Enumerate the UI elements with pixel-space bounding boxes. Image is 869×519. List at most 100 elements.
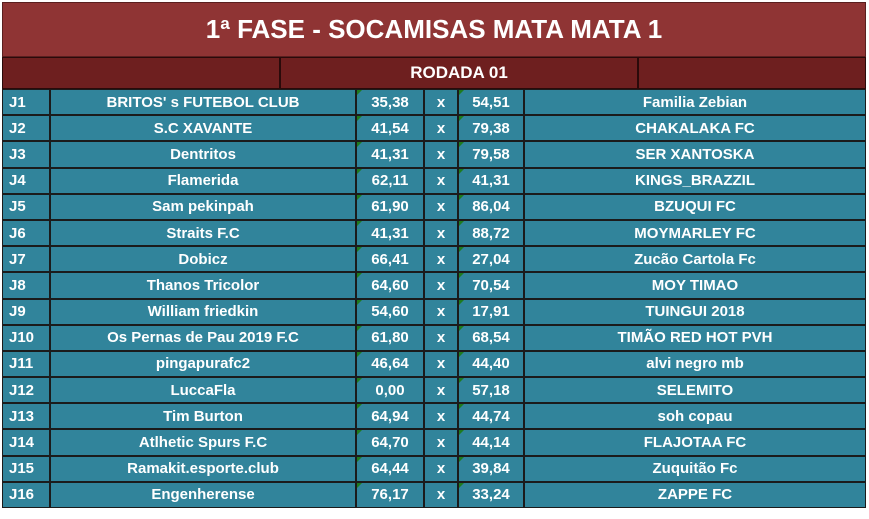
away-score-cell[interactable]: 79,58 bbox=[458, 141, 524, 168]
away-team-cell[interactable]: KINGS_BRAZZIL bbox=[524, 167, 866, 194]
home-team-cell[interactable]: Dobicz bbox=[50, 246, 356, 273]
away-score-cell[interactable]: 54,51 bbox=[458, 89, 524, 116]
away-team-cell[interactable]: TIMÃO RED HOT PVH bbox=[524, 324, 866, 351]
home-score-cell[interactable]: 54,60 bbox=[356, 298, 424, 325]
versus-cell[interactable]: x bbox=[424, 167, 458, 194]
home-team-cell[interactable]: BRITOS' s FUTEBOL CLUB bbox=[50, 89, 356, 116]
home-score-cell[interactable]: 35,38 bbox=[356, 89, 424, 116]
match-code-cell[interactable]: J12 bbox=[2, 377, 50, 404]
round-header-right-cell[interactable] bbox=[638, 57, 866, 89]
versus-cell[interactable]: x bbox=[424, 298, 458, 325]
match-code-cell[interactable]: J4 bbox=[2, 167, 50, 194]
match-code-cell[interactable]: J2 bbox=[2, 115, 50, 142]
home-team-cell[interactable]: Ramakit.esporte.club bbox=[50, 455, 356, 482]
home-score-cell[interactable]: 64,44 bbox=[356, 455, 424, 482]
versus-cell[interactable]: x bbox=[424, 377, 458, 404]
away-score-cell[interactable]: 39,84 bbox=[458, 455, 524, 482]
away-team-cell[interactable]: BZUQUI FC bbox=[524, 193, 866, 220]
away-team-cell[interactable]: ZAPPE FC bbox=[524, 481, 866, 508]
match-code-cell[interactable]: J13 bbox=[2, 403, 50, 430]
home-team-cell[interactable]: Sam pekinpah bbox=[50, 193, 356, 220]
home-score-cell[interactable]: 41,31 bbox=[356, 141, 424, 168]
home-team-cell[interactable]: William friedkin bbox=[50, 298, 356, 325]
away-team-cell[interactable]: MOY TIMAO bbox=[524, 272, 866, 299]
versus-cell[interactable]: x bbox=[424, 455, 458, 482]
home-team-cell[interactable]: Straits F.C bbox=[50, 219, 356, 247]
home-score-cell[interactable]: 0,00 bbox=[356, 377, 424, 404]
away-team-cell[interactable]: MOYMARLEY FC bbox=[524, 219, 866, 247]
home-score-cell[interactable]: 64,94 bbox=[356, 403, 424, 430]
match-code-cell[interactable]: J10 bbox=[2, 324, 50, 351]
match-code-cell[interactable]: J9 bbox=[2, 298, 50, 325]
match-code-cell[interactable]: J3 bbox=[2, 141, 50, 168]
away-score-cell[interactable]: 57,18 bbox=[458, 377, 524, 404]
round-header-label[interactable]: RODADA 01 bbox=[280, 57, 638, 89]
home-score-cell[interactable]: 62,11 bbox=[356, 167, 424, 194]
away-score-cell[interactable]: 41,31 bbox=[458, 167, 524, 194]
home-team-cell[interactable]: Atlhetic Spurs F.C bbox=[50, 429, 356, 456]
home-team-cell[interactable]: Os Pernas de Pau 2019 F.C bbox=[50, 324, 356, 351]
home-team-cell[interactable]: pingapurafc2 bbox=[50, 350, 356, 378]
away-score-cell[interactable]: 44,74 bbox=[458, 403, 524, 430]
away-score-cell[interactable]: 17,91 bbox=[458, 298, 524, 325]
away-score-cell[interactable]: 86,04 bbox=[458, 193, 524, 220]
match-code-cell[interactable]: J14 bbox=[2, 429, 50, 456]
home-team-cell[interactable]: Engenherense bbox=[50, 481, 356, 508]
match-code-cell[interactable]: J15 bbox=[2, 455, 50, 482]
home-score-cell[interactable]: 66,41 bbox=[356, 246, 424, 273]
versus-cell[interactable]: x bbox=[424, 246, 458, 273]
versus-cell[interactable]: x bbox=[424, 219, 458, 247]
away-score-cell[interactable]: 44,40 bbox=[458, 350, 524, 378]
match-code-cell[interactable]: J8 bbox=[2, 272, 50, 299]
home-team-cell[interactable]: S.C XAVANTE bbox=[50, 115, 356, 142]
away-team-cell[interactable]: Zuquitão Fc bbox=[524, 455, 866, 482]
away-team-cell[interactable]: Familia Zebian bbox=[524, 89, 866, 116]
home-team-cell[interactable]: Tim Burton bbox=[50, 403, 356, 430]
away-team-cell[interactable]: alvi negro mb bbox=[524, 350, 866, 378]
home-team-cell[interactable]: Dentritos bbox=[50, 141, 356, 168]
versus-cell[interactable]: x bbox=[424, 89, 458, 116]
away-score-cell[interactable]: 27,04 bbox=[458, 246, 524, 273]
away-score-cell[interactable]: 88,72 bbox=[458, 219, 524, 247]
versus-cell[interactable]: x bbox=[424, 481, 458, 508]
away-team-cell[interactable]: CHAKALAKA FC bbox=[524, 115, 866, 142]
away-score-cell[interactable]: 33,24 bbox=[458, 481, 524, 508]
home-score-cell[interactable]: 41,54 bbox=[356, 115, 424, 142]
versus-cell[interactable]: x bbox=[424, 429, 458, 456]
home-team-cell[interactable]: LuccaFla bbox=[50, 377, 356, 404]
match-code-cell[interactable]: J7 bbox=[2, 246, 50, 273]
versus-cell[interactable]: x bbox=[424, 193, 458, 220]
away-team-cell[interactable]: FLAJOTAA FC bbox=[524, 429, 866, 456]
match-code-cell[interactable]: J11 bbox=[2, 350, 50, 378]
away-score-cell[interactable]: 70,54 bbox=[458, 272, 524, 299]
away-team-cell[interactable]: TUINGUI 2018 bbox=[524, 298, 866, 325]
away-score-cell[interactable]: 79,38 bbox=[458, 115, 524, 142]
match-code-cell[interactable]: J5 bbox=[2, 193, 50, 220]
away-team-cell[interactable]: SELEMITO bbox=[524, 377, 866, 404]
versus-cell[interactable]: x bbox=[424, 350, 458, 378]
match-code-cell[interactable]: J1 bbox=[2, 89, 50, 116]
home-team-cell[interactable]: Flamerida bbox=[50, 167, 356, 194]
home-team-cell[interactable]: Thanos Tricolor bbox=[50, 272, 356, 299]
versus-cell[interactable]: x bbox=[424, 403, 458, 430]
match-code-cell[interactable]: J6 bbox=[2, 219, 50, 247]
home-score-cell[interactable]: 41,31 bbox=[356, 219, 424, 247]
versus-cell[interactable]: x bbox=[424, 115, 458, 142]
away-team-cell[interactable]: soh copau bbox=[524, 403, 866, 430]
versus-cell[interactable]: x bbox=[424, 141, 458, 168]
versus-cell[interactable]: x bbox=[424, 272, 458, 299]
away-team-cell[interactable]: SER XANTOSKA bbox=[524, 141, 866, 168]
home-score-cell[interactable]: 61,80 bbox=[356, 324, 424, 351]
round-header-left-cell[interactable] bbox=[2, 57, 280, 89]
away-score-cell[interactable]: 68,54 bbox=[458, 324, 524, 351]
versus-cell[interactable]: x bbox=[424, 324, 458, 351]
away-score-cell[interactable]: 44,14 bbox=[458, 429, 524, 456]
home-score-cell[interactable]: 61,90 bbox=[356, 193, 424, 220]
home-score-cell[interactable]: 64,60 bbox=[356, 272, 424, 299]
match-code-cell[interactable]: J16 bbox=[2, 481, 50, 508]
away-team-cell[interactable]: Zucão Cartola Fc bbox=[524, 246, 866, 273]
home-score-cell[interactable]: 64,70 bbox=[356, 429, 424, 456]
home-score-cell[interactable]: 46,64 bbox=[356, 350, 424, 378]
page-title[interactable]: 1ª FASE - SOCAMISAS MATA MATA 1 bbox=[2, 2, 866, 57]
home-score-cell[interactable]: 76,17 bbox=[356, 481, 424, 508]
